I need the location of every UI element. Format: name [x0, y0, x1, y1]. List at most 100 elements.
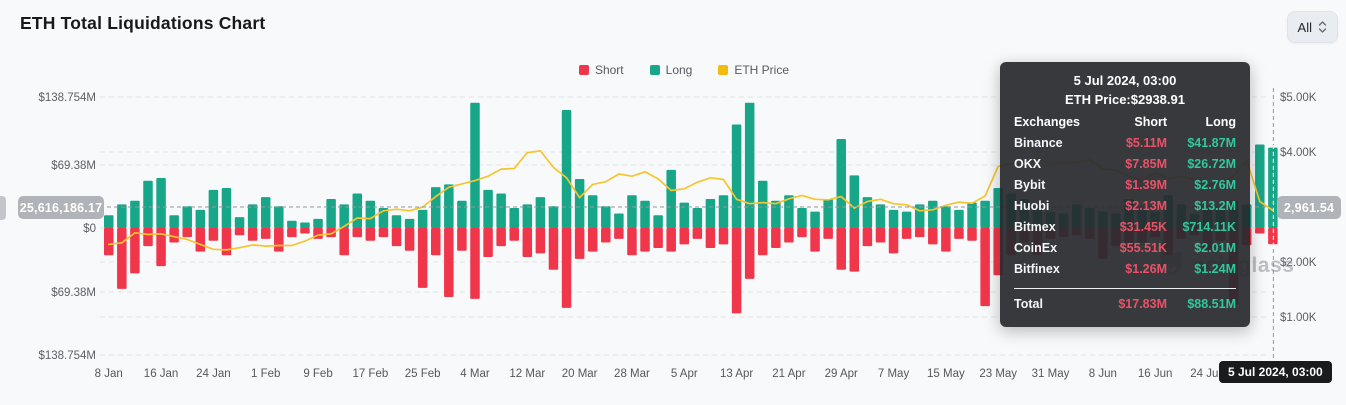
short-bar-7 Feb[interactable] [300, 228, 310, 234]
long-bar-11 Feb[interactable] [326, 198, 336, 228]
short-bar-27 Apr[interactable] [823, 228, 833, 239]
short-bar-21 Apr[interactable] [784, 228, 794, 243]
long-bar-27 Feb[interactable] [431, 187, 441, 228]
short-bar-8 Jan[interactable] [104, 228, 114, 256]
long-bar-3 Feb[interactable] [274, 206, 284, 228]
long-bar-3 May[interactable] [862, 197, 873, 228]
short-bar-13 Feb[interactable] [339, 228, 349, 256]
short-bar-26 Mar[interactable] [614, 228, 624, 239]
short-bar-15 Feb[interactable] [352, 228, 363, 238]
short-bar-12 Jan[interactable] [130, 228, 140, 274]
long-bar-4 Mar[interactable] [470, 102, 480, 228]
short-bar-5 Feb[interactable] [287, 228, 297, 238]
short-bar-14 Mar[interactable] [535, 228, 546, 254]
short-bar-10 Jan[interactable] [117, 228, 127, 289]
long-bar-19 Apr[interactable] [771, 200, 781, 228]
long-bar-26 Jan[interactable] [221, 188, 232, 228]
short-bar-25 Apr[interactable] [810, 228, 820, 252]
short-bar-1 May[interactable] [849, 228, 860, 272]
long-bar-2 Mar[interactable] [457, 200, 467, 228]
long-bar-11 Apr[interactable] [718, 195, 729, 228]
short-bar-19 Apr[interactable] [771, 228, 781, 248]
short-bar-28 Mar[interactable] [627, 228, 637, 256]
long-bar-29 Feb[interactable] [444, 184, 454, 228]
short-bar-16 Mar[interactable] [548, 228, 559, 270]
long-bar-13 May[interactable] [928, 200, 938, 228]
short-bar-22 Jan[interactable] [195, 228, 206, 252]
range-select[interactable]: All [1286, 11, 1338, 43]
long-bar-22 Jan[interactable] [195, 209, 206, 228]
short-bar-2 Jul[interactable] [1255, 228, 1265, 234]
long-bar-17 Apr[interactable] [758, 180, 768, 228]
short-bar-10 Mar[interactable] [509, 228, 519, 241]
long-bar-7 Apr[interactable] [692, 208, 703, 228]
long-bar-9 May[interactable] [901, 211, 912, 228]
long-bar-30 Mar[interactable] [640, 200, 650, 228]
long-bar-15 Feb[interactable] [352, 193, 363, 228]
short-bar-8 Mar[interactable] [496, 228, 506, 247]
long-bar-25 Apr[interactable] [810, 211, 820, 228]
short-bar-9 Apr[interactable] [705, 228, 716, 248]
long-bar-10 Mar[interactable] [509, 208, 519, 228]
short-bar-5 May[interactable] [875, 228, 886, 243]
long-bar-13 Feb[interactable] [339, 204, 349, 228]
short-bar-20 Jan[interactable] [182, 228, 192, 238]
long-bar-9 Apr[interactable] [705, 198, 716, 228]
short-bar-1 Feb[interactable] [260, 228, 271, 239]
long-bar-17 Feb[interactable] [365, 200, 376, 228]
long-bar-5 May[interactable] [875, 204, 886, 228]
long-bar-23 Feb[interactable] [404, 218, 415, 228]
short-bar-15 May[interactable] [941, 228, 951, 252]
long-bar-1 Apr[interactable] [653, 215, 663, 228]
long-bar-27 Apr[interactable] [823, 198, 833, 228]
long-bar-17 May[interactable] [954, 209, 964, 228]
short-bar-30 Mar[interactable] [640, 228, 650, 252]
long-bar-12 Mar[interactable] [522, 204, 533, 228]
short-bar-3 Feb[interactable] [274, 228, 284, 252]
short-bar-13 May[interactable] [928, 228, 938, 245]
short-bar-11 Apr[interactable] [718, 228, 729, 245]
long-bar-13 Apr[interactable] [731, 124, 742, 228]
long-bar-10 Jan[interactable] [117, 204, 127, 228]
legend-item-eth-price[interactable]: ETH Price [718, 63, 789, 77]
short-bar-26 Jan[interactable] [221, 228, 232, 256]
long-bar-21 Feb[interactable] [391, 215, 402, 228]
short-bar-1 Apr[interactable] [653, 228, 663, 248]
long-bar-2 Jul[interactable] [1255, 144, 1265, 228]
long-bar-18 Mar[interactable] [561, 109, 572, 228]
short-bar-19 May[interactable] [967, 228, 977, 241]
long-bar-5 Feb[interactable] [287, 220, 297, 228]
legend-item-short[interactable]: Short [578, 63, 624, 77]
long-bar-20 Mar[interactable] [574, 178, 585, 228]
long-bar-3 Apr[interactable] [666, 169, 676, 228]
short-bar-28 Jan[interactable] [234, 228, 245, 236]
long-bar-6 Mar[interactable] [483, 189, 493, 228]
short-bar-13 Apr[interactable] [731, 228, 742, 314]
short-bar-19 Feb[interactable] [378, 228, 389, 238]
short-bar-7 May[interactable] [888, 228, 899, 254]
long-bar-15 Apr[interactable] [744, 102, 755, 228]
legend-item-long[interactable]: Long [649, 63, 692, 77]
short-bar-30 Jan[interactable] [247, 228, 258, 241]
long-bar-26 Mar[interactable] [614, 213, 624, 228]
long-bar-7 May[interactable] [888, 209, 899, 228]
short-bar-3 May[interactable] [862, 228, 873, 247]
short-bar-24 Jan[interactable] [208, 228, 219, 241]
short-bar-29 Feb[interactable] [444, 228, 454, 298]
short-bar-23 Apr[interactable] [797, 228, 807, 238]
long-bar-1 Feb[interactable] [260, 197, 271, 228]
short-bar-25 Feb[interactable] [417, 228, 428, 288]
short-bar-18 Mar[interactable] [561, 228, 572, 308]
short-bar-24 Mar[interactable] [601, 228, 611, 243]
long-bar-23 Apr[interactable] [797, 208, 807, 228]
long-bar-21 May[interactable] [980, 200, 990, 228]
short-bar-21 May[interactable] [980, 228, 990, 307]
long-bar-30 Jan[interactable] [247, 204, 258, 228]
short-bar-2 Mar[interactable] [457, 228, 467, 251]
short-bar-29 Apr[interactable] [836, 228, 846, 270]
long-bar-19 May[interactable] [967, 202, 977, 228]
long-bar-16 Jan[interactable] [156, 178, 166, 228]
short-bar-17 Feb[interactable] [365, 228, 376, 241]
short-bar-9 May[interactable] [901, 228, 912, 239]
short-bar-27 Feb[interactable] [431, 228, 441, 256]
